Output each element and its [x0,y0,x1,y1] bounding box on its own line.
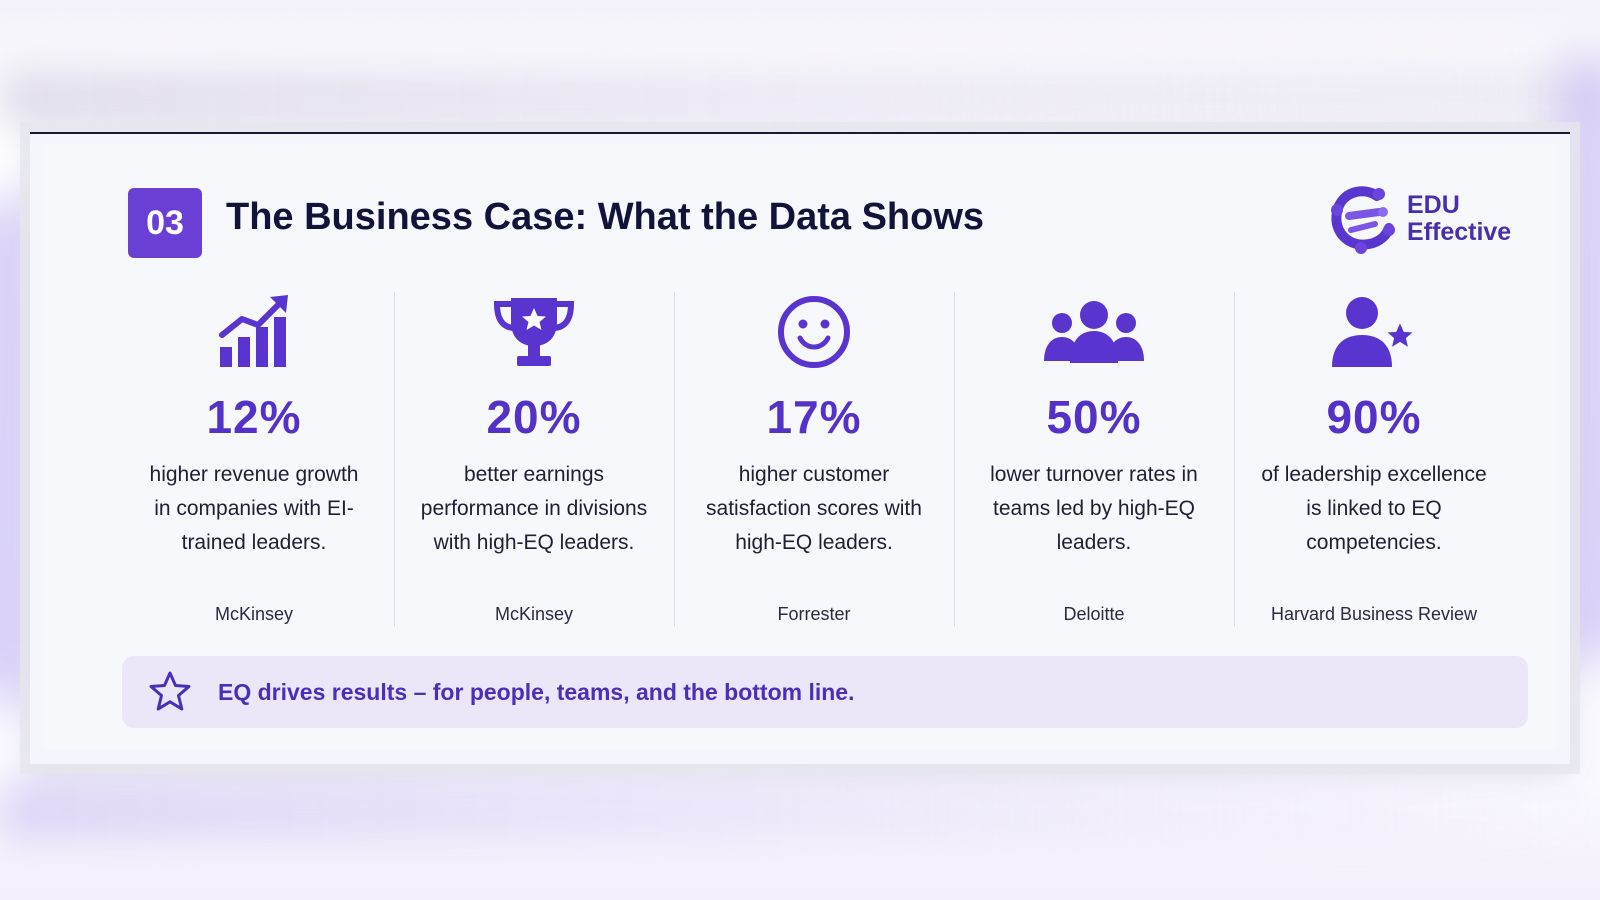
star-outline-icon [149,671,191,711]
stat-source: Deloitte [1063,604,1125,624]
background-glow-left [0,200,30,700]
team-group-icon [1044,301,1144,363]
stat-source: McKinsey [214,604,294,624]
stat-value: 90% [1326,391,1422,443]
section-number-badge: 03 [128,188,202,258]
stat-card: 20% better earnings performance in divis… [394,292,674,632]
stat-value: 12% [206,391,302,443]
stat-description: better earnings performance in divisions… [420,463,648,554]
logo-line-1: EDU [1407,191,1460,219]
stat-source: McKinsey [494,604,574,624]
trophy-icon [493,298,575,366]
person-star-icon [1332,297,1418,367]
slide-content: 03 The Business Case: What the Data Show… [44,144,1556,750]
logo-text: EDU Effective [1407,192,1511,246]
logo-line-2: Effective [1407,218,1512,246]
stat-description: lower turnover rates in teams led by hig… [990,463,1198,554]
slide-title: The Business Case: What the Data Shows [226,196,985,238]
background-blur-top [0,70,1600,130]
stat-source: Harvard Business Review [1270,604,1478,624]
logo-mark-icon [1331,186,1395,254]
stat-card: 50% lower turnover rates in teams led by… [954,292,1234,632]
slide: 03 The Business Case: What the Data Show… [30,132,1570,764]
stat-description: higher customer satisfaction scores with… [706,463,922,554]
summary-banner: EQ drives results – for people, teams, a… [122,656,1528,728]
background-blur-bottom [0,780,1600,840]
stat-card: 90% of leadership excellence is linked t… [1234,292,1514,632]
summary-text: EQ drives results – for people, teams, a… [218,678,855,705]
stat-card: 12% higher revenue growth in companies w… [114,292,394,632]
stat-value: 17% [766,391,862,443]
stat-value: 50% [1046,391,1142,443]
stat-value: 20% [486,391,582,443]
stat-description: of leadership excellence is linked to EQ… [1261,463,1487,554]
stat-source: Forrester [777,604,851,624]
bar-chart-growth-icon [219,295,288,367]
smiley-face-icon [778,296,850,368]
brand-logo: EDU Effective [1327,182,1537,262]
stats-row: 12% higher revenue growth in companies w… [114,292,1514,632]
stat-card: 17% higher customer satisfaction scores … [674,292,954,632]
stat-description: higher revenue growth in companies with … [149,463,359,554]
